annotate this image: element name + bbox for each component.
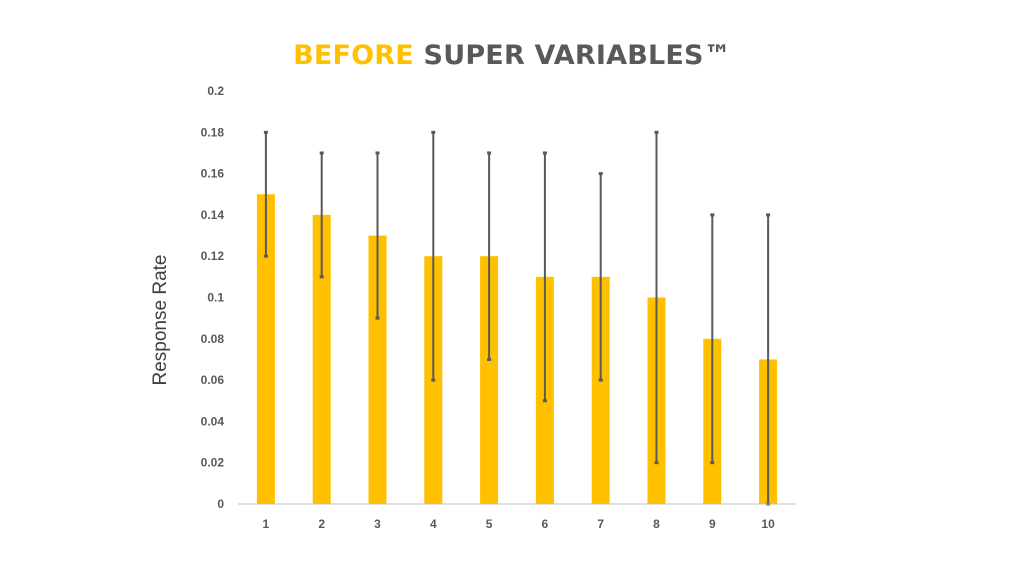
bar-1 <box>256 194 275 504</box>
error-bars-layer <box>263 130 771 506</box>
y-tick-label: 0.18 <box>201 125 225 139</box>
bar-5 <box>480 256 499 504</box>
y-axis-label: Response Rate <box>150 255 171 386</box>
x-tick-label: 6 <box>542 517 549 531</box>
x-tick-label: 5 <box>486 517 493 531</box>
bar-3 <box>368 235 387 505</box>
x-tick-label: 2 <box>318 517 325 531</box>
bar-2 <box>312 214 331 504</box>
x-tick-label: 3 <box>374 517 381 531</box>
y-tick-label: 0.04 <box>201 414 225 428</box>
error-bar-1 <box>263 130 268 258</box>
title-accent: BEFORE <box>293 40 414 71</box>
x-tick-label: 8 <box>653 517 660 531</box>
x-tick-label: 7 <box>597 517 604 531</box>
y-tick-label: 0.14 <box>201 208 225 222</box>
chart-title: BEFORE SUPER VARIABLES™ <box>0 40 1024 71</box>
y-tick-label: 0.08 <box>201 332 225 346</box>
x-tick-label: 1 <box>263 517 270 531</box>
x-tick-labels: 1 2 3 4 5 6 7 8 9 10 <box>263 517 776 531</box>
y-tick-label: 0.02 <box>201 456 225 470</box>
error-bar-3 <box>375 151 380 320</box>
y-tick-label: 0.2 <box>207 84 224 98</box>
x-tick-label: 9 <box>709 517 716 531</box>
y-tick-label: 0.16 <box>201 167 225 181</box>
x-tick-label: 10 <box>761 517 775 531</box>
y-tick-label: 0 <box>217 497 224 511</box>
y-tick-label: 0.1 <box>207 291 224 305</box>
x-tick-label: 4 <box>430 517 437 531</box>
y-tick-labels: 0 0.02 0.04 0.06 0.08 0.1 0.12 0.14 0.16 0.18 0.2 <box>201 84 225 511</box>
y-tick-label: 0.06 <box>201 373 225 387</box>
title-rest: SUPER VARIABLES™ <box>423 40 731 71</box>
bar-7 <box>591 276 610 504</box>
y-tick-label: 0.12 <box>201 249 225 263</box>
error-bar-2 <box>319 151 324 279</box>
error-bar-7 <box>598 172 603 382</box>
error-bar-9 <box>710 213 715 465</box>
error-bar-5 <box>487 151 492 361</box>
error-bar-6 <box>542 151 547 403</box>
bars-layer <box>256 194 778 505</box>
error-bar-4 <box>431 130 436 382</box>
error-bar-8 <box>654 130 659 465</box>
